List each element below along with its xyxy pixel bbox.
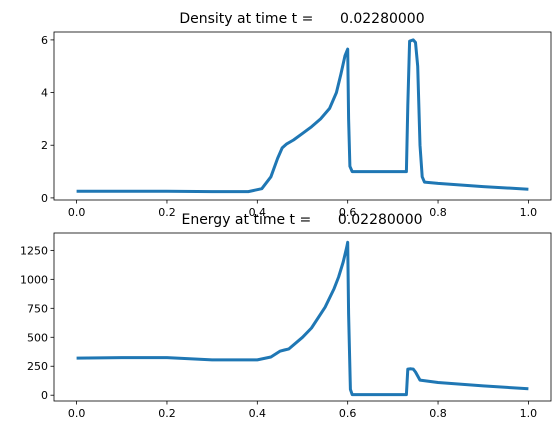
density-ticks: 0.0 0.2 0.4 0.6 0.8 1.0 0 2 4 6: [41, 34, 537, 219]
energy-ytick-label: 1250: [20, 244, 48, 257]
energy-ticks: 0.0 0.2 0.4 0.6 0.8 1.0 0 250 500 750 1000 1250: [20, 244, 537, 420]
energy-xtick-label: 0.6: [339, 407, 357, 420]
energy-ytick-label: 750: [27, 302, 48, 315]
density-xtick-label: 0.4: [249, 206, 267, 219]
density-xtick-label: 1.0: [520, 206, 538, 219]
density-ytick-label: 6: [41, 34, 48, 47]
energy-ytick-label: 1000: [20, 273, 48, 286]
energy-ytick-label: 250: [27, 360, 48, 373]
energy-axes-frame: [53, 232, 552, 402]
energy-panel: 0.0 0.2 0.4 0.6 0.8 1.0 0 250 500 750 1000 1250 Ene…: [20, 212, 552, 420]
density-title: Density at time t = 0.02280000: [179, 11, 424, 27]
density-xtick-label: 0.0: [68, 206, 86, 219]
energy-title: Energy at time t = 0.02280000: [181, 212, 422, 228]
density-panel: 0.0 0.2 0.4 0.6 0.8 1.0 0 2 4 6 Density at time t…: [41, 11, 552, 219]
density-ytick-label: 4: [41, 87, 48, 100]
density-xtick-label: 0.2: [158, 206, 176, 219]
energy-ytick-label: 500: [27, 331, 48, 344]
energy-ytick-label: 0: [41, 389, 48, 402]
energy-xtick-label: 1.0: [520, 407, 538, 420]
energy-xtick-label: 0.8: [429, 407, 447, 420]
density-ytick-label: 0: [41, 192, 48, 205]
density-ytick-label: 2: [41, 139, 48, 152]
energy-xtick-label: 0.4: [249, 407, 267, 420]
energy-xtick-label: 0.0: [68, 407, 86, 420]
density-plot-area: [76, 38, 529, 194]
density-xtick-label: 0.8: [429, 206, 447, 219]
energy-xtick-label: 0.2: [158, 407, 176, 420]
density-xtick-label: 0.6: [339, 206, 357, 219]
energy-series-line: [76, 240, 529, 397]
energy-plot-area: [76, 240, 529, 397]
density-series-line: [76, 38, 529, 194]
density-axes-frame: [53, 31, 552, 201]
